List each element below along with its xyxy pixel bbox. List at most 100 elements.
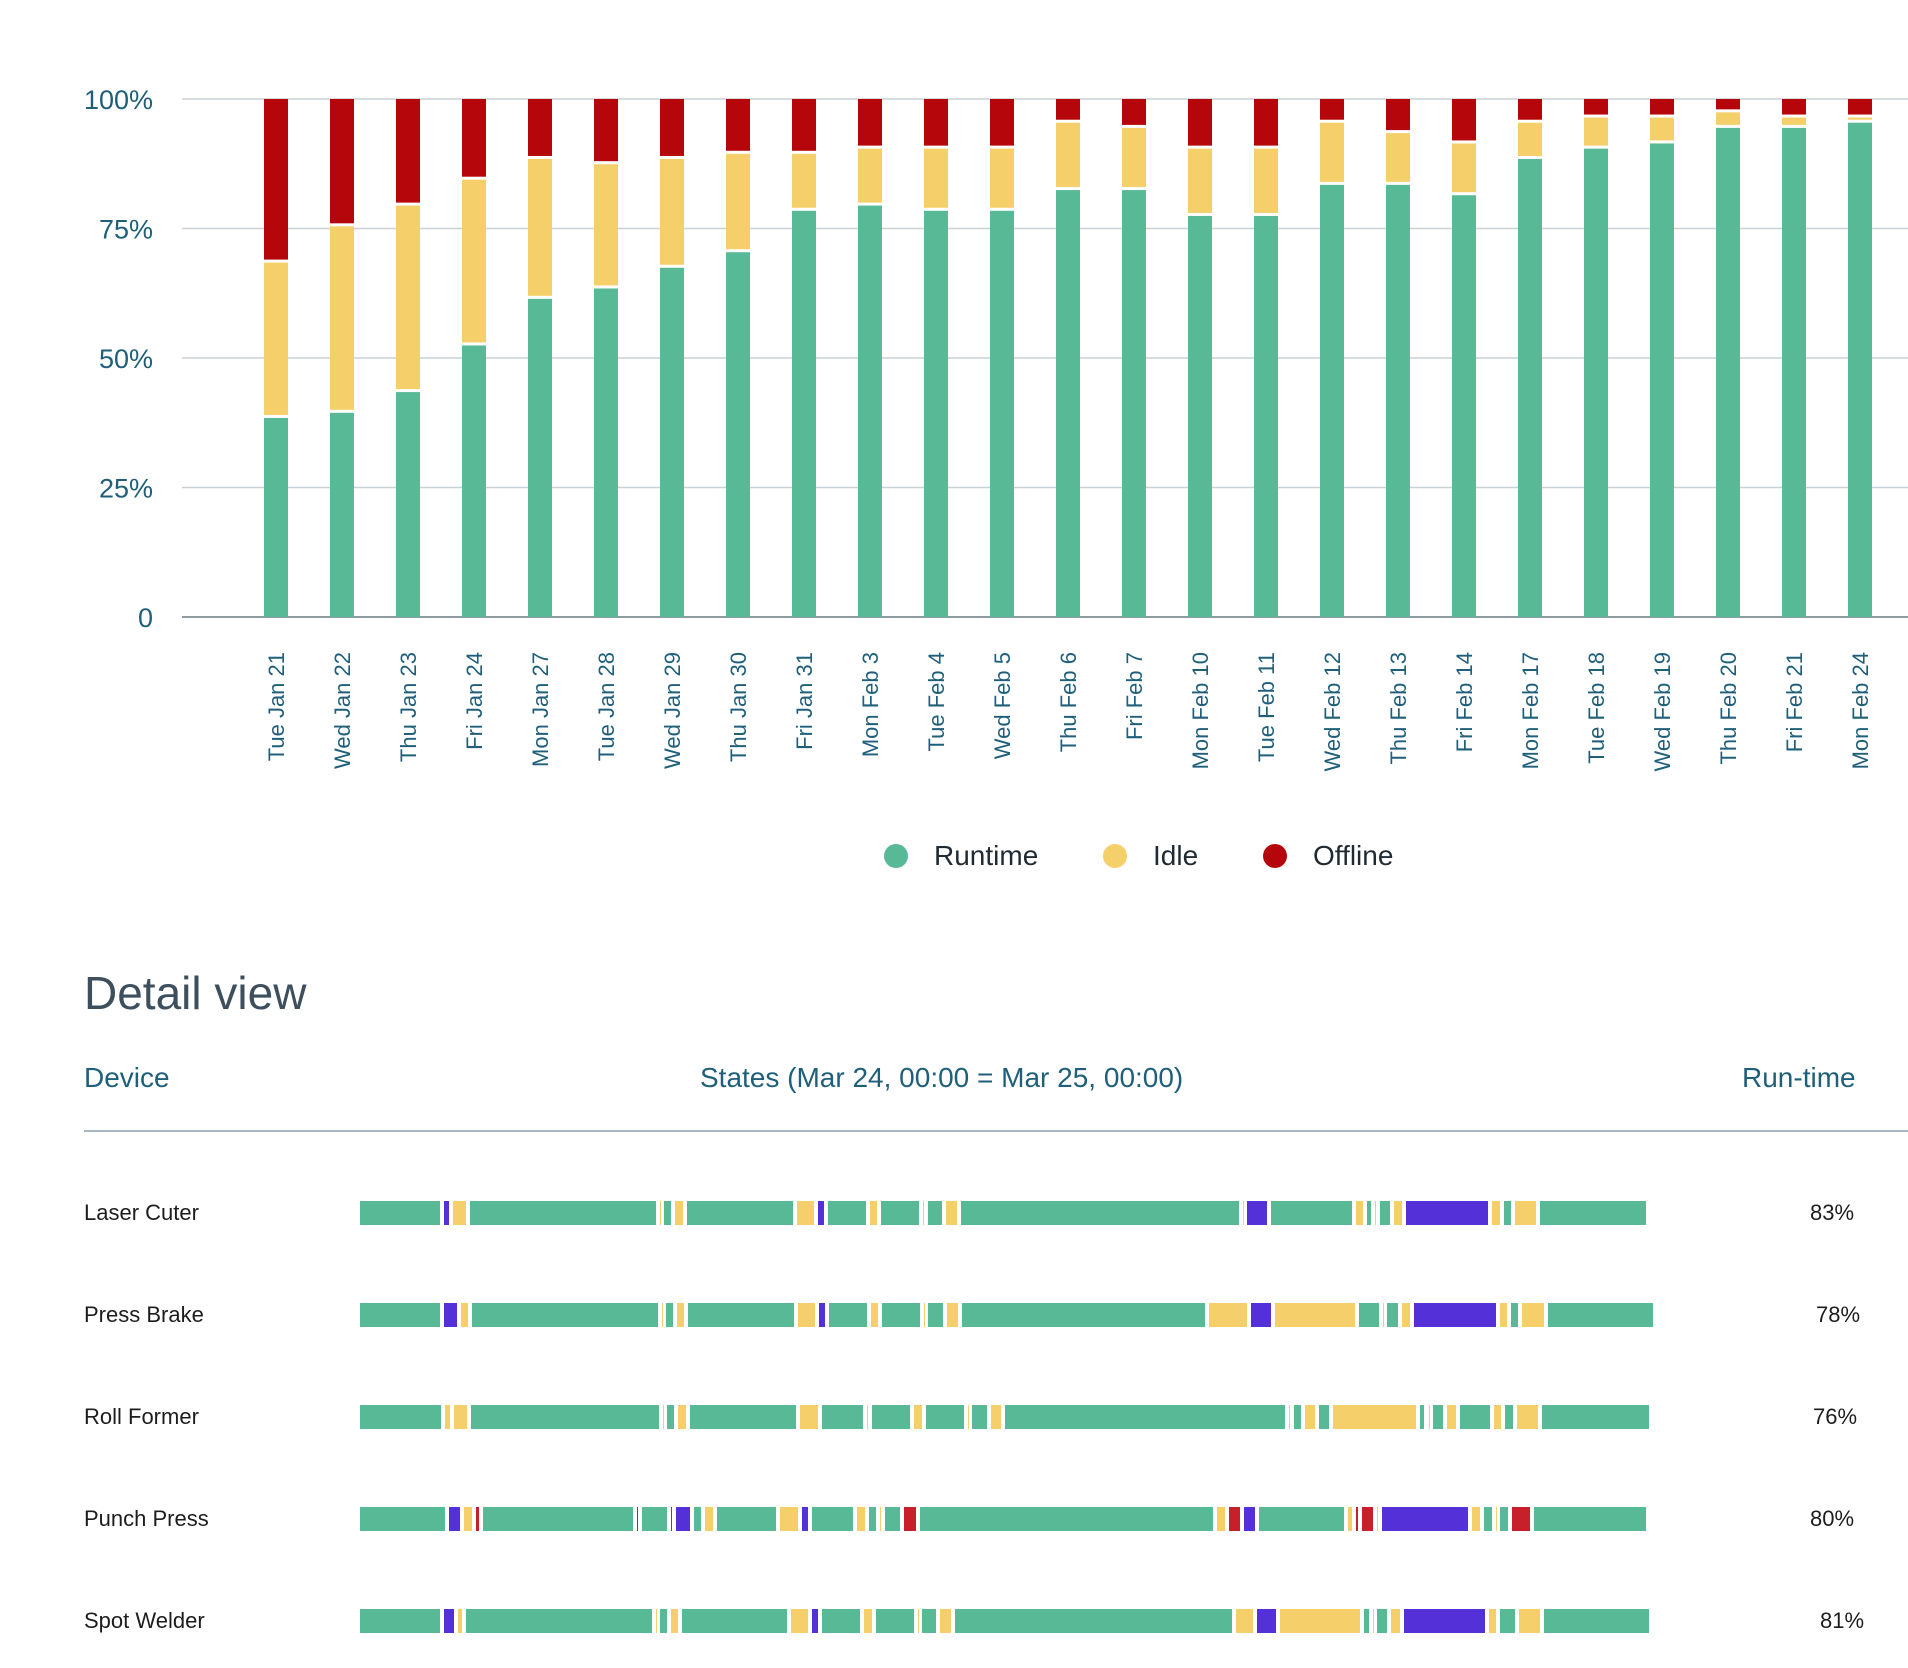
state-segment-run[interactable] [1500,1507,1509,1531]
state-segment-idle[interactable] [463,1507,472,1531]
state-segment-idle[interactable] [1383,1303,1385,1327]
state-segment-idle[interactable] [1275,1303,1356,1327]
state-segment-run[interactable] [1503,1201,1511,1225]
state-segment-idle[interactable] [939,1609,952,1633]
state-segment-idle[interactable] [945,1201,958,1225]
device-row[interactable]: Press Brake 78% [0,1298,1908,1338]
state-segment-run[interactable] [1387,1303,1398,1327]
state-segment-run[interactable] [1543,1609,1649,1633]
state-segment-setup[interactable] [812,1609,819,1633]
state-segment-down[interactable] [671,1507,673,1531]
state-segment-idle[interactable] [990,1405,1002,1429]
state-segment-idle[interactable] [1333,1405,1416,1429]
state-segment-run[interactable] [882,1303,921,1327]
state-segment-run[interactable] [686,1201,793,1225]
state-segment-idle[interactable] [1514,1201,1537,1225]
state-segment-idle[interactable] [1518,1609,1540,1633]
state-segment-idle[interactable] [870,1303,879,1327]
state-segment-run[interactable] [875,1609,914,1633]
state-segment-idle[interactable] [946,1303,959,1327]
device-row[interactable]: Spot Welder 81% [0,1604,1908,1644]
state-segment-setup[interactable] [817,1201,824,1225]
state-segment-run[interactable] [821,1405,864,1429]
state-segment-run[interactable] [641,1507,668,1531]
state-segment-idle[interactable] [880,1507,882,1531]
state-segment-run[interactable] [1366,1201,1372,1225]
state-segment-run[interactable] [664,1201,672,1225]
state-segment-idle[interactable] [659,1201,661,1225]
state-segment-down[interactable] [1362,1507,1374,1531]
state-segment-run[interactable] [1500,1609,1515,1633]
state-segment-run[interactable] [659,1609,667,1633]
state-segment-run[interactable] [472,1303,658,1327]
state-segment-idle[interactable] [867,1405,869,1429]
state-segment-run[interactable] [689,1405,797,1429]
state-segment-setup[interactable] [444,1303,458,1327]
state-segment-run[interactable] [1293,1405,1301,1429]
state-segment-idle[interactable] [677,1303,685,1327]
state-segment-run[interactable] [693,1507,702,1531]
state-timeline[interactable] [360,1303,1657,1327]
state-segment-idle[interactable] [1393,1201,1403,1225]
state-segment-down[interactable] [1356,1507,1359,1531]
state-segment-idle[interactable] [1499,1303,1507,1327]
state-segment-run[interactable] [1432,1405,1443,1429]
state-segment-run[interactable] [1364,1609,1369,1633]
state-segment-idle[interactable] [1522,1303,1544,1327]
state-segment-run[interactable] [812,1507,853,1531]
state-segment-run[interactable] [360,1201,441,1225]
legend-item-offline[interactable]: Offline [1263,840,1393,872]
state-segment-idle[interactable] [1209,1303,1248,1327]
state-segment-idle[interactable] [1235,1609,1253,1633]
state-segment-run[interactable] [1377,1609,1388,1633]
state-segment-run[interactable] [682,1609,788,1633]
state-segment-run[interactable] [466,1609,652,1633]
state-segment-idle[interactable] [662,1405,664,1429]
state-segment-run[interactable] [928,1303,943,1327]
state-segment-run[interactable] [828,1303,867,1327]
state-segment-setup[interactable] [1251,1303,1272,1327]
state-segment-idle[interactable] [1355,1201,1363,1225]
state-segment-run[interactable] [360,1405,442,1429]
state-segment-idle[interactable] [1493,1405,1502,1429]
device-column-header[interactable]: Device [84,1062,170,1093]
runtime-column-header[interactable]: Run-time [1742,1062,1856,1093]
state-segment-setup[interactable] [1247,1201,1268,1225]
state-segment-run[interactable] [921,1609,936,1633]
state-segment-idle[interactable] [1446,1405,1456,1429]
state-segment-idle[interactable] [914,1405,922,1429]
state-segment-run[interactable] [1511,1303,1519,1327]
state-segment-run[interactable] [884,1507,901,1531]
state-segment-run[interactable] [1540,1201,1646,1225]
state-segment-setup[interactable] [675,1507,690,1531]
state-segment-idle[interactable] [924,1303,926,1327]
state-timeline[interactable] [360,1201,1650,1225]
state-segment-down[interactable] [1228,1507,1240,1531]
state-segment-idle[interactable] [1217,1507,1225,1531]
state-segment-idle[interactable] [670,1609,679,1633]
state-segment-idle[interactable] [856,1507,865,1531]
state-segment-idle[interactable] [800,1405,818,1429]
state-segment-run[interactable] [360,1507,445,1531]
state-segment-idle[interactable] [1401,1303,1411,1327]
state-segment-setup[interactable] [1414,1303,1496,1327]
state-segment-run[interactable] [1534,1507,1646,1531]
state-segment-idle[interactable] [796,1201,814,1225]
state-timeline[interactable] [360,1507,1650,1531]
state-segment-run[interactable] [962,1303,1206,1327]
state-segment-run[interactable] [925,1405,965,1429]
state-segment-idle[interactable] [869,1201,878,1225]
state-segment-setup[interactable] [1243,1507,1255,1531]
state-segment-run[interactable] [1005,1405,1286,1429]
state-segment-run[interactable] [827,1201,866,1225]
state-segment-run[interactable] [955,1609,1232,1633]
state-segment-idle[interactable] [1428,1405,1430,1429]
state-segment-idle[interactable] [1391,1609,1400,1633]
state-segment-idle[interactable] [864,1609,872,1633]
state-segment-run[interactable] [1359,1303,1380,1327]
state-segment-idle[interactable] [968,1405,970,1429]
state-segment-run[interactable] [717,1507,776,1531]
state-segment-run[interactable] [871,1405,911,1429]
state-segment-idle[interactable] [1289,1405,1291,1429]
state-segment-run[interactable] [688,1303,794,1327]
